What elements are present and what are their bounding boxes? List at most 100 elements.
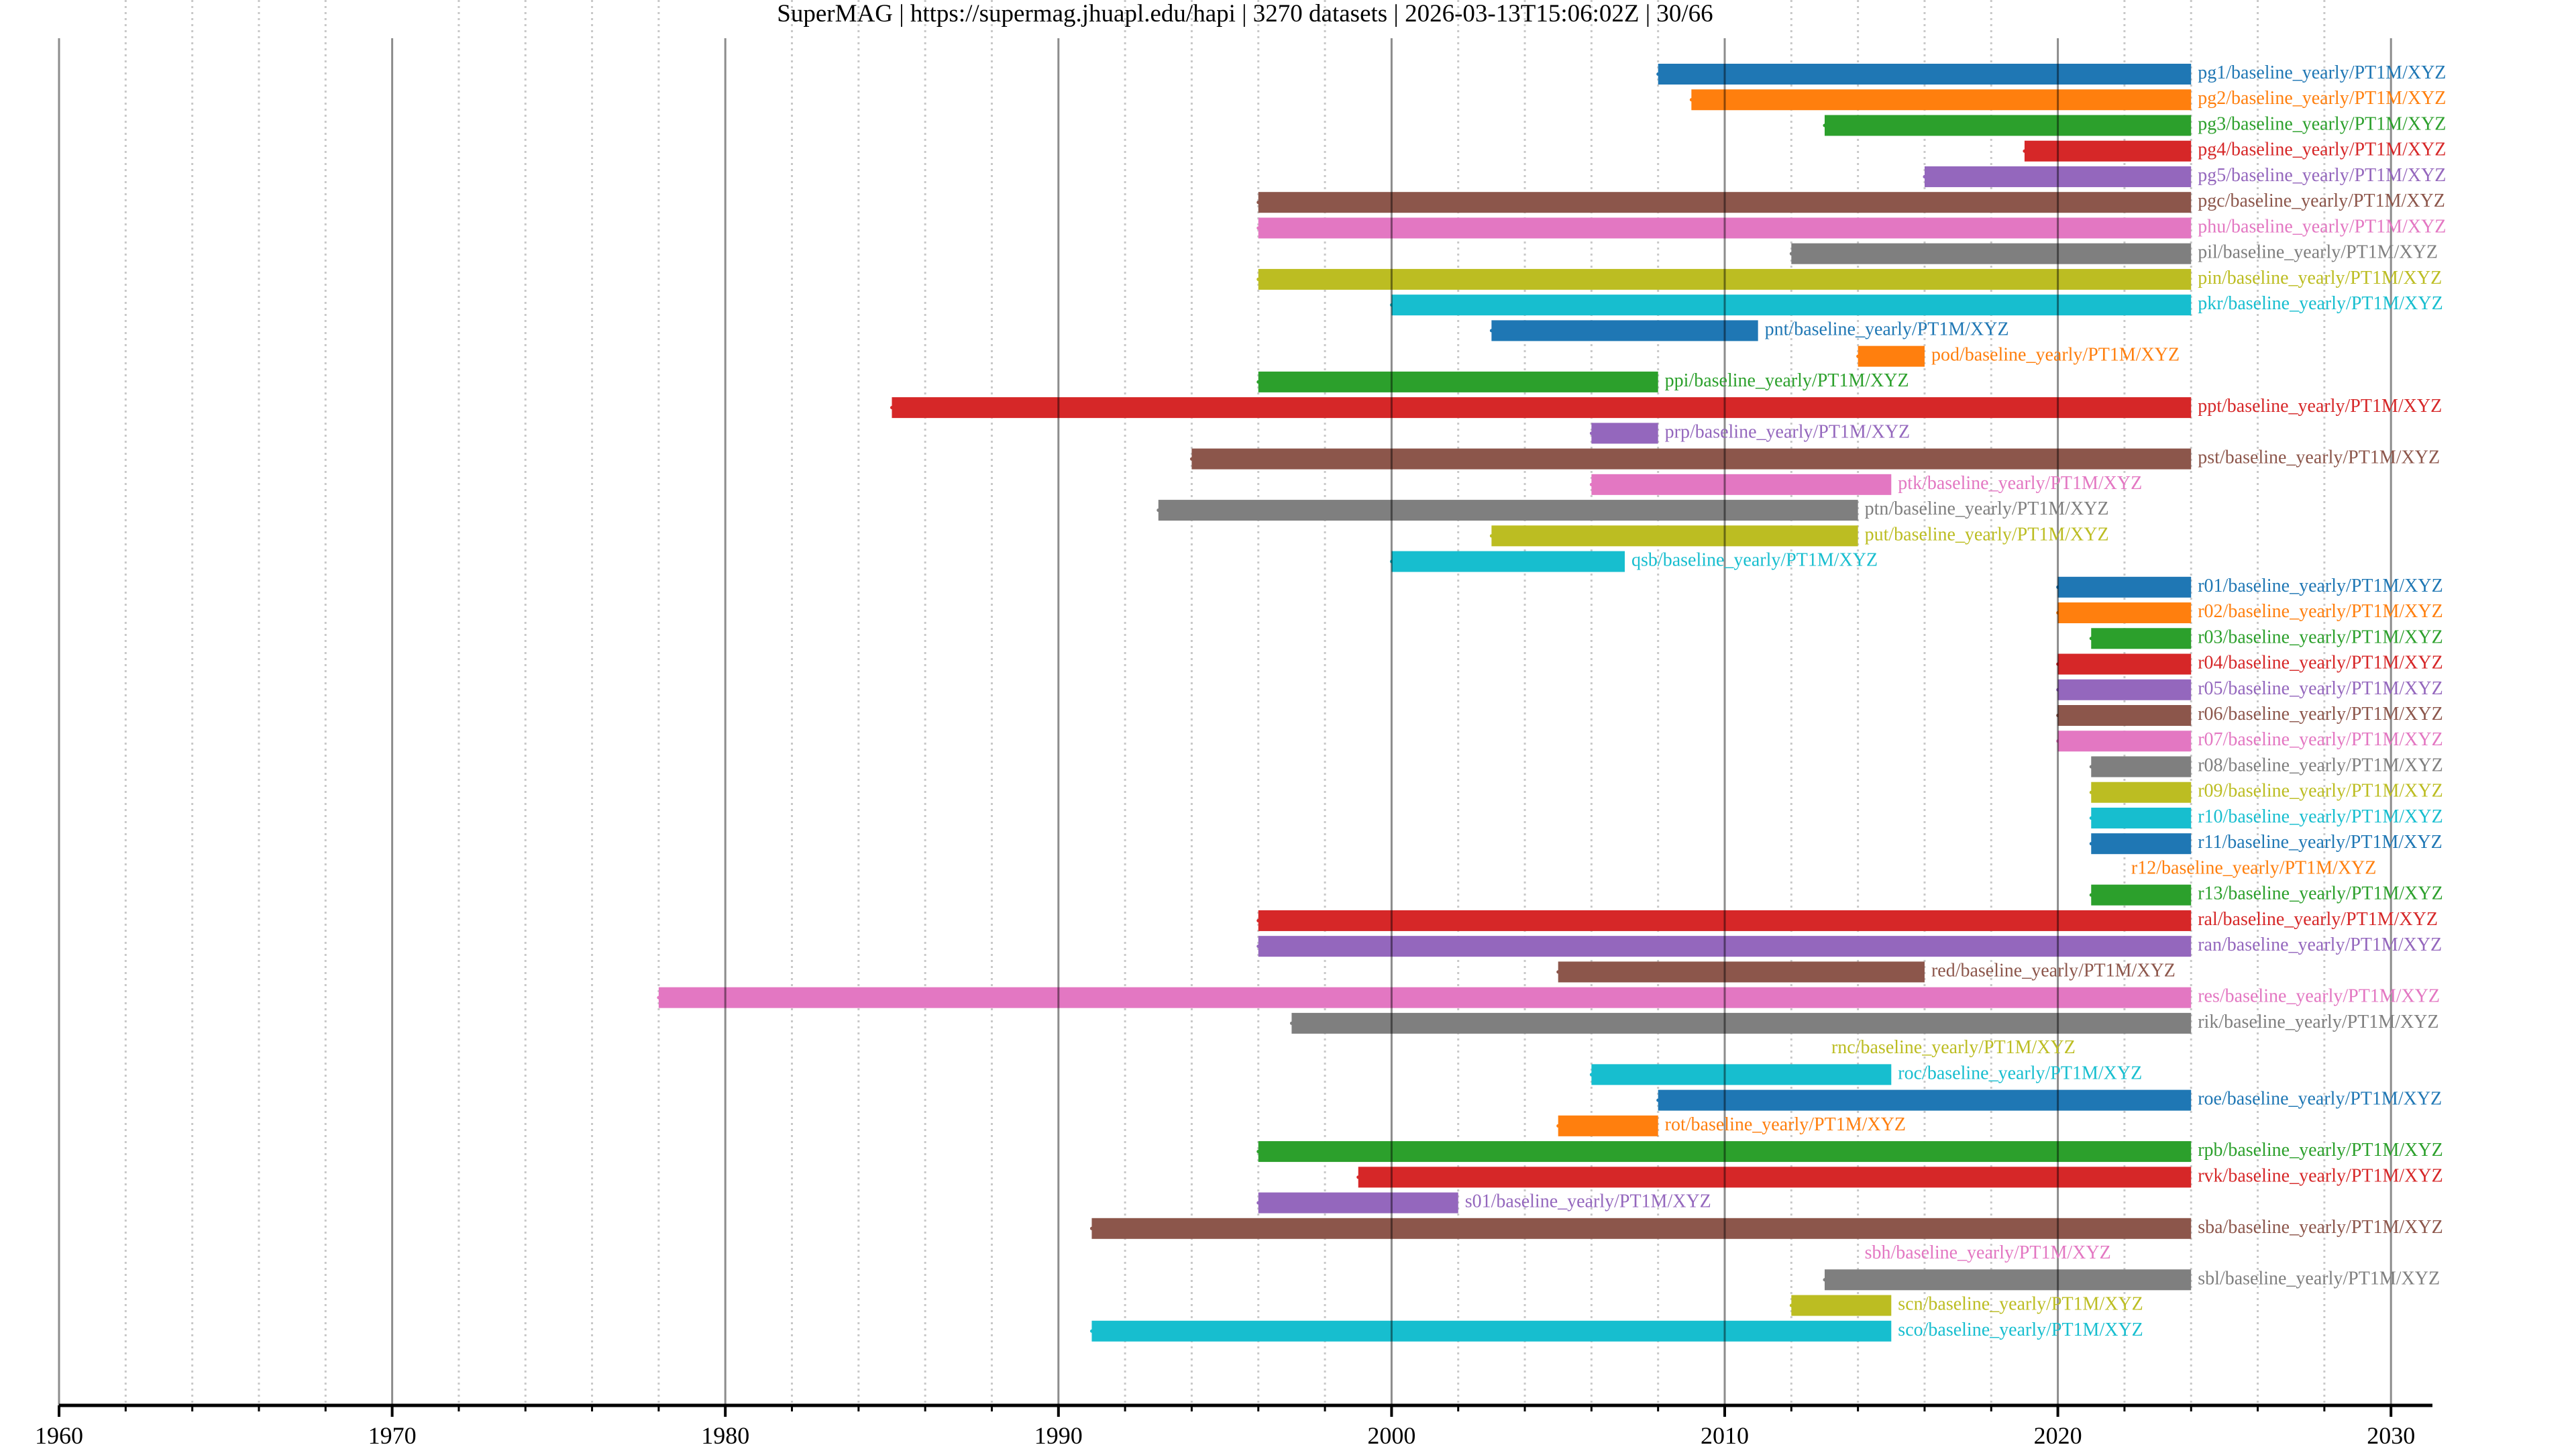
bar-label-pg2: pg2/baseline_yearly/PT1M/XYZ bbox=[2198, 88, 2446, 109]
bar-start-marker-ptk bbox=[1589, 482, 1593, 486]
bar-pg4 bbox=[2024, 140, 2192, 162]
bar-start-marker-pst bbox=[1189, 457, 1193, 461]
bar-r01 bbox=[2057, 576, 2192, 598]
bar-rik bbox=[1291, 1012, 2192, 1034]
chart-title: SuperMAG | https://supermag.jhuapl.edu/h… bbox=[777, 0, 1713, 28]
bar-pg3 bbox=[1824, 115, 2192, 136]
bar-label-pg4: pg4/baseline_yearly/PT1M/XYZ bbox=[2198, 140, 2446, 160]
bar-start-marker-pil bbox=[1789, 252, 1793, 256]
bar-label-prp: prp/baseline_yearly/PT1M/XYZ bbox=[1665, 421, 1910, 442]
bar-start-marker-ppi bbox=[1256, 380, 1260, 384]
bar-start-marker-pnt bbox=[1489, 329, 1493, 333]
bar-r08 bbox=[2091, 756, 2192, 777]
bar-put bbox=[1491, 525, 1858, 547]
bar-label-pgc: pgc/baseline_yearly/PT1M/XYZ bbox=[2198, 191, 2445, 211]
bar-start-marker-pg5 bbox=[1923, 174, 1927, 178]
bar-label-pg5: pg5/baseline_yearly/PT1M/XYZ bbox=[2198, 165, 2446, 186]
bar-label-pg3: pg3/baseline_yearly/PT1M/XYZ bbox=[2198, 113, 2446, 134]
bar-ptk bbox=[1591, 474, 1892, 495]
bar-pg1 bbox=[1658, 64, 2192, 85]
bar-start-marker-r07 bbox=[2056, 739, 2060, 743]
bar-red bbox=[1558, 961, 1925, 983]
x-tick-label-1960: 1960 bbox=[35, 1422, 83, 1449]
bar-start-marker-pod bbox=[1856, 354, 1860, 358]
bar-ppt bbox=[892, 397, 2192, 419]
bar-label-r07: r07/baseline_yearly/PT1M/XYZ bbox=[2198, 729, 2443, 750]
bar-label-pnt: pnt/baseline_yearly/PT1M/XYZ bbox=[1765, 319, 2009, 339]
bar-label-r05: r05/baseline_yearly/PT1M/XYZ bbox=[2198, 678, 2443, 699]
bar-label-ran: ran/baseline_yearly/PT1M/XYZ bbox=[2198, 934, 2442, 955]
bar-pkr bbox=[1391, 294, 2192, 316]
bar-roe bbox=[1658, 1089, 2192, 1111]
bar-label-r12: r12/baseline_yearly/PT1M/XYZ bbox=[2131, 857, 2376, 878]
bar-pgc bbox=[1258, 192, 2192, 213]
x-tick-label-2020: 2020 bbox=[2034, 1422, 2082, 1449]
bar-label-r08: r08/baseline_yearly/PT1M/XYZ bbox=[2198, 755, 2443, 775]
bar-start-marker-roc bbox=[1589, 1073, 1593, 1077]
bar-label-s01: s01/baseline_yearly/PT1M/XYZ bbox=[1465, 1191, 1711, 1212]
bar-start-marker-r10 bbox=[2089, 816, 2093, 820]
bar-start-marker-prp bbox=[1589, 431, 1593, 435]
bar-start-marker-pin bbox=[1256, 277, 1260, 281]
bar-ppi bbox=[1258, 371, 1658, 392]
bar-res bbox=[658, 987, 2192, 1008]
bar-phu bbox=[1258, 217, 2192, 239]
bar-roc bbox=[1591, 1064, 1892, 1085]
bar-start-marker-rik bbox=[1289, 1021, 1293, 1025]
bar-start-marker-roe bbox=[1656, 1098, 1660, 1102]
x-tick-label-2010: 2010 bbox=[1701, 1422, 1749, 1449]
dataset-labels: pg1/baseline_yearly/PT1M/XYZ pg2/baseline… bbox=[1465, 62, 2447, 1340]
bar-label-r10: r10/baseline_yearly/PT1M/XYZ bbox=[2198, 806, 2443, 827]
bar-r02 bbox=[2057, 602, 2192, 624]
bar-label-rnc: rnc/baseline_yearly/PT1M/XYZ bbox=[1831, 1037, 2076, 1058]
bar-start-marker-put bbox=[1489, 534, 1493, 538]
bar-s01 bbox=[1258, 1192, 1458, 1214]
bar-start-marker-ran bbox=[1256, 945, 1260, 949]
bar-label-phu: phu/baseline_yearly/PT1M/XYZ bbox=[2198, 216, 2446, 237]
bar-label-rot: rot/baseline_yearly/PT1M/XYZ bbox=[1665, 1114, 1906, 1135]
bar-label-roe: roe/baseline_yearly/PT1M/XYZ bbox=[2198, 1089, 2442, 1110]
bar-ran bbox=[1258, 936, 2192, 957]
bar-pnt bbox=[1491, 320, 1758, 341]
bar-pst bbox=[1191, 448, 2192, 470]
bar-pod bbox=[1858, 345, 1925, 367]
major-gridlines bbox=[58, 38, 2392, 1405]
bar-start-marker-r02 bbox=[2056, 611, 2060, 615]
bar-r05 bbox=[2057, 679, 2192, 700]
bar-pg5 bbox=[1924, 166, 2192, 187]
bar-label-ppt: ppt/baseline_yearly/PT1M/XYZ bbox=[2198, 396, 2442, 417]
bar-label-scn: scn/baseline_yearly/PT1M/XYZ bbox=[1898, 1294, 2143, 1315]
bar-r11 bbox=[2091, 833, 2192, 855]
x-tick-label-1970: 1970 bbox=[368, 1422, 417, 1449]
bar-label-res: res/baseline_yearly/PT1M/XYZ bbox=[2198, 986, 2440, 1007]
bar-start-marker-pg3 bbox=[1823, 123, 1827, 127]
bar-start-marker-pg2 bbox=[1689, 98, 1693, 102]
bar-start-marker-r03 bbox=[2089, 637, 2093, 641]
bar-start-marker-sba bbox=[1089, 1226, 1093, 1230]
bar-start-marker-r05 bbox=[2056, 688, 2060, 692]
x-axis-tick-labels: 1960 1970 1980 1990 2000 2010 2020 2030 bbox=[35, 1422, 2415, 1449]
bar-label-sco: sco/baseline_yearly/PT1M/XYZ bbox=[1898, 1320, 2143, 1340]
bar-label-red: red/baseline_yearly/PT1M/XYZ bbox=[1931, 960, 2176, 981]
bar-start-marker-qsb bbox=[1389, 559, 1393, 564]
bar-label-pg1: pg1/baseline_yearly/PT1M/XYZ bbox=[2198, 62, 2446, 83]
bar-label-ptk: ptk/baseline_yearly/PT1M/XYZ bbox=[1898, 473, 2142, 494]
bar-start-marker-ppt bbox=[890, 406, 894, 410]
bar-label-qsb: qsb/baseline_yearly/PT1M/XYZ bbox=[1631, 550, 1878, 571]
bar-label-put: put/baseline_yearly/PT1M/XYZ bbox=[1865, 524, 2109, 545]
bar-label-pod: pod/baseline_yearly/PT1M/XYZ bbox=[1931, 345, 2180, 366]
bar-label-r13: r13/baseline_yearly/PT1M/XYZ bbox=[2198, 883, 2443, 904]
bar-start-marker-res bbox=[657, 996, 661, 1000]
bar-start-marker-r08 bbox=[2089, 765, 2093, 769]
bar-label-pst: pst/baseline_yearly/PT1M/XYZ bbox=[2198, 447, 2440, 468]
bar-label-r03: r03/baseline_yearly/PT1M/XYZ bbox=[2198, 627, 2443, 647]
bar-label-sbh: sbh/baseline_yearly/PT1M/XYZ bbox=[1865, 1242, 2111, 1263]
bar-label-ral: ral/baseline_yearly/PT1M/XYZ bbox=[2198, 909, 2438, 930]
bar-start-marker-sbl bbox=[1823, 1278, 1827, 1282]
x-axis-ticks bbox=[58, 1405, 2393, 1417]
bar-start-marker-pkr bbox=[1389, 303, 1393, 307]
bar-start-marker-red bbox=[1556, 970, 1560, 974]
bar-rpb bbox=[1258, 1141, 2192, 1163]
bar-label-r09: r09/baseline_yearly/PT1M/XYZ bbox=[2198, 781, 2443, 802]
dataset-bars bbox=[657, 64, 2192, 1342]
